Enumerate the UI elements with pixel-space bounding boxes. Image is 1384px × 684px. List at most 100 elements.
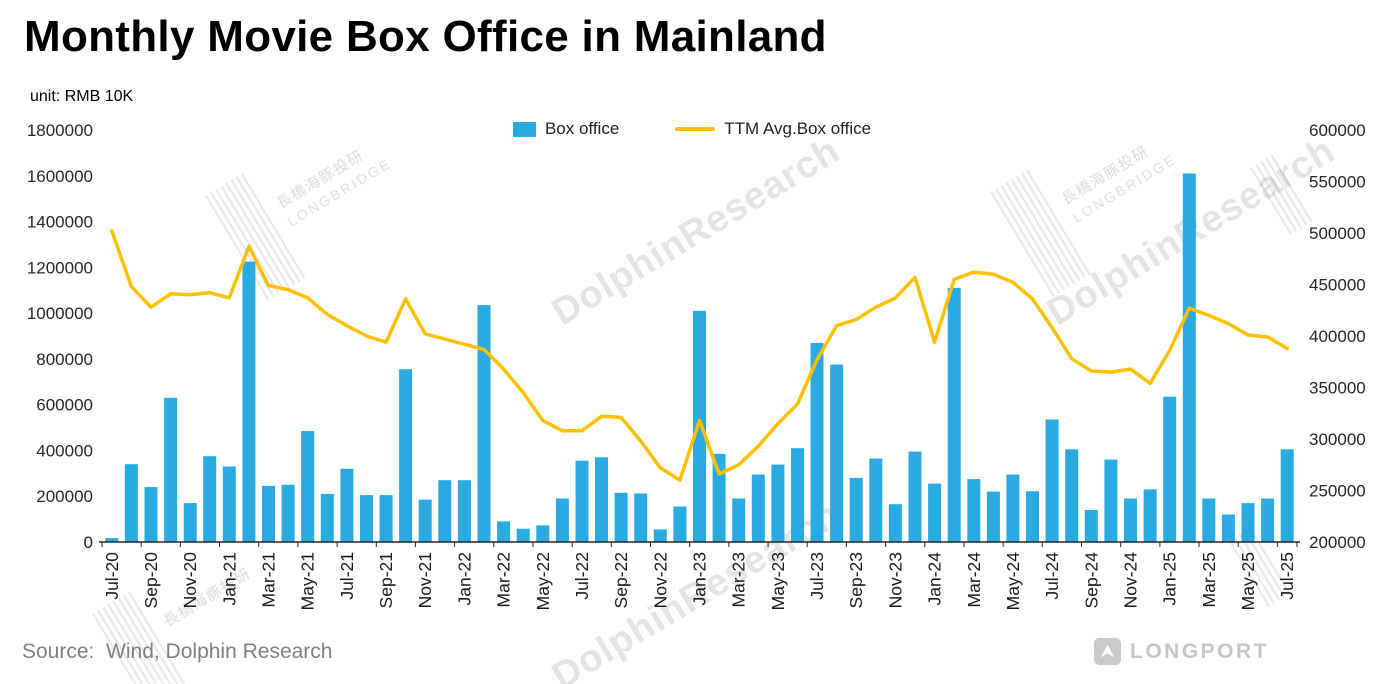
bar-Aug-20	[124, 464, 138, 542]
x-label-Nov-20: Nov-20	[180, 552, 200, 609]
bar-Apr-21	[281, 484, 295, 542]
svg-text:200000: 200000	[1309, 533, 1366, 552]
bar-Jan-25	[1163, 396, 1177, 542]
x-label-Sep-24: Sep-24	[1081, 552, 1101, 609]
bar-Dec-20	[203, 456, 217, 542]
bar-Aug-22	[595, 457, 608, 542]
right-axis-labels: 200000 250000 300000 350000 400000 450000 5000…	[1309, 121, 1366, 552]
bar-Mar-23	[732, 498, 746, 542]
x-label-Nov-21: Nov-21	[415, 552, 435, 608]
bar-Dec-24	[1143, 489, 1157, 542]
svg-text:1400000: 1400000	[27, 213, 93, 232]
x-axis-ticks	[101, 542, 1298, 547]
x-label-Mar-22: Mar-22	[494, 552, 514, 607]
bar-Jul-24	[1045, 419, 1059, 542]
svg-text:1800000: 1800000	[27, 121, 93, 140]
bar-Feb-21	[242, 261, 256, 542]
x-label-May-23: May-23	[768, 552, 788, 610]
chart-canvas: 0 200000 400000 600000 800000 1000000 1200000 1…	[27, 121, 1366, 611]
bar-Jul-25	[1280, 449, 1294, 542]
svg-text:500000: 500000	[1309, 224, 1366, 243]
bar-Sep-20	[144, 487, 158, 542]
x-label-Nov-23: Nov-23	[885, 552, 905, 608]
bar-Aug-23	[830, 364, 844, 542]
bar-Jul-21	[340, 468, 354, 542]
ttm-avg-line	[110, 229, 1289, 482]
svg-text:300000: 300000	[1309, 430, 1366, 449]
x-label-Sep-20: Sep-20	[141, 552, 161, 609]
bar-Jun-24	[1026, 491, 1039, 542]
bar-Nov-23	[888, 504, 902, 542]
bar-Jun-22	[555, 498, 569, 542]
bar-Sep-23	[849, 477, 863, 542]
bar-Jul-22	[575, 460, 589, 542]
bar-May-24	[1006, 474, 1020, 542]
bar-Feb-22	[477, 305, 491, 542]
bar-May-21	[301, 431, 315, 542]
x-label-Jul-22: Jul-22	[572, 552, 592, 600]
bar-Sep-22	[614, 492, 628, 542]
bar-Mar-21	[262, 485, 275, 542]
box-office-swatch	[512, 121, 536, 137]
svg-text:600000: 600000	[1309, 121, 1366, 140]
page-title: Monthly Movie Box Office in Mainland	[24, 12, 827, 61]
svg-text:600000: 600000	[36, 396, 93, 415]
bar-Sep-24	[1084, 510, 1098, 542]
x-label-Jan-21: Jan-21	[219, 552, 239, 606]
bar-Dec-21	[438, 480, 452, 542]
ttm-line-swatch	[675, 127, 716, 131]
x-label-Jan-24: Jan-24	[925, 552, 945, 606]
bar-Apr-23	[751, 474, 765, 542]
x-label-Sep-21: Sep-21	[376, 552, 396, 608]
svg-text:450000: 450000	[1309, 276, 1366, 295]
bar-Jan-22	[457, 480, 471, 542]
x-label-Jan-25: Jan-25	[1160, 552, 1180, 606]
legend: Box office TTM Avg.Box office	[0, 119, 1384, 139]
svg-text:800000: 800000	[36, 350, 93, 369]
bar-Jun-25	[1261, 498, 1275, 542]
bar-Jul-23	[810, 342, 824, 542]
bar-Feb-23	[712, 453, 726, 542]
svg-text:250000: 250000	[1309, 482, 1366, 501]
x-label-Mar-23: Mar-23	[729, 552, 749, 607]
x-label-Jan-22: Jan-22	[454, 552, 474, 606]
bar-Jan-21	[222, 466, 236, 542]
bar-Mar-25	[1202, 498, 1216, 542]
x-label-Jul-21: Jul-21	[337, 552, 357, 600]
longport-logo-icon	[1094, 638, 1121, 665]
legend-item-box-office: Box office	[512, 119, 620, 139]
brand-name: LONGPORT	[1130, 639, 1269, 663]
svg-text:200000: 200000	[36, 487, 93, 506]
legend-box-office-label: Box office	[544, 119, 620, 138]
svg-text:550000: 550000	[1309, 173, 1366, 192]
x-label-Jul-24: Jul-24	[1042, 552, 1062, 600]
bar-Nov-24	[1124, 498, 1137, 542]
x-label-Jul-20: Jul-20	[102, 552, 122, 600]
x-label-May-24: May-24	[1003, 552, 1023, 611]
bar-Jan-24	[928, 483, 942, 542]
bar-Apr-24	[986, 491, 1000, 542]
bar-May-25	[1241, 503, 1255, 542]
x-label-Jul-25: Jul-25	[1277, 552, 1297, 600]
bar-Feb-24	[947, 287, 961, 542]
x-label-May-25: May-25	[1238, 552, 1258, 610]
x-label-Nov-22: Nov-22	[650, 552, 670, 608]
x-label-Nov-24: Nov-24	[1121, 552, 1141, 609]
svg-text:350000: 350000	[1309, 379, 1366, 398]
bar-Nov-20	[183, 503, 197, 542]
bar-Feb-25	[1182, 173, 1196, 542]
x-label-Sep-22: Sep-22	[611, 552, 631, 608]
bar-Mar-22	[497, 521, 511, 542]
legend-item-ttm: TTM Avg.Box office	[675, 119, 871, 139]
source-note: Source: Wind, Dolphin Research	[22, 640, 333, 663]
x-label-Mar-25: Mar-25	[1199, 552, 1219, 607]
x-label-May-22: May-22	[533, 552, 553, 610]
bar-Oct-24	[1104, 459, 1118, 542]
bar-Nov-21	[418, 499, 432, 542]
bar-Jun-23	[791, 448, 804, 542]
bar-Oct-21	[399, 369, 413, 542]
bar-Aug-24	[1065, 449, 1079, 542]
bar-Jan-23	[693, 310, 706, 542]
svg-text:1600000: 1600000	[27, 167, 93, 186]
